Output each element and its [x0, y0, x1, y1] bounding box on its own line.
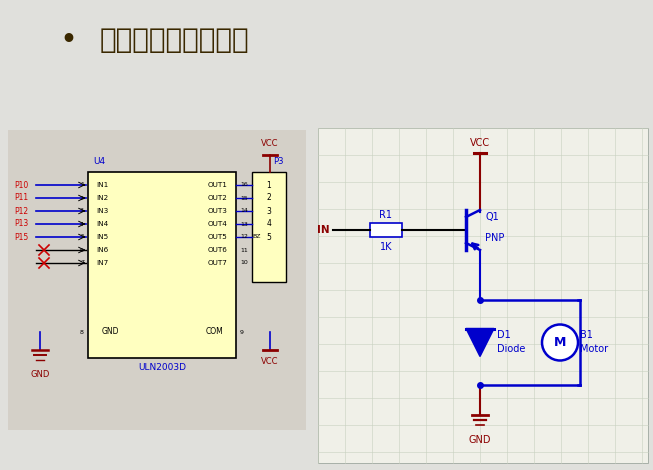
Text: IN: IN [317, 225, 330, 235]
Text: 1: 1 [80, 182, 84, 188]
Text: VCC: VCC [470, 138, 490, 148]
Text: 2: 2 [266, 194, 272, 203]
Text: •: • [60, 28, 76, 52]
Text: PNP: PNP [485, 233, 504, 243]
Text: IN1: IN1 [96, 182, 108, 188]
Text: 1K: 1K [380, 242, 392, 252]
Text: Motor: Motor [580, 344, 608, 353]
Text: Q1: Q1 [485, 212, 499, 222]
Bar [8, 130, 306, 430]
Text: IN2: IN2 [96, 195, 108, 201]
Text: P12: P12 [14, 206, 28, 216]
Circle shape [542, 324, 578, 360]
Text: BZ: BZ [252, 235, 261, 240]
Text: R1: R1 [379, 210, 392, 220]
Text: 8: 8 [80, 329, 84, 335]
Text: B1: B1 [580, 330, 593, 340]
Text: M: M [554, 336, 566, 349]
Text: 5: 5 [80, 235, 84, 240]
Text: IN6: IN6 [96, 247, 108, 253]
Text: Diode: Diode [497, 344, 526, 353]
Text: GND: GND [101, 328, 119, 337]
Text: P15: P15 [14, 233, 28, 242]
Text: IN7: IN7 [96, 260, 108, 266]
Text: 3: 3 [266, 206, 272, 216]
Text: OUT3: OUT3 [208, 208, 228, 214]
Text: IN4: IN4 [96, 221, 108, 227]
Text: P10: P10 [14, 180, 28, 189]
Bar [370, 223, 402, 237]
Text: OUT6: OUT6 [208, 247, 228, 253]
Text: 9: 9 [240, 329, 244, 335]
Text: OUT1: OUT1 [208, 182, 228, 188]
Text: 4: 4 [266, 219, 272, 228]
Text: OUT2: OUT2 [208, 195, 228, 201]
Text: ULN2003D: ULN2003D [138, 363, 186, 373]
Text: VCC: VCC [261, 357, 279, 366]
Text: 大功率器件直接驱动: 大功率器件直接驱动 [100, 26, 249, 54]
Text: 14: 14 [240, 209, 248, 213]
Text: OUT5: OUT5 [208, 234, 228, 240]
Bar [88, 172, 236, 358]
Text: GND: GND [30, 370, 50, 379]
Text: 13: 13 [240, 221, 248, 227]
Text: 3: 3 [80, 209, 84, 213]
Text: 2: 2 [80, 196, 84, 201]
Text: U4: U4 [93, 157, 105, 166]
Bar [318, 128, 648, 463]
Text: OUT7: OUT7 [208, 260, 228, 266]
Text: VCC: VCC [261, 139, 279, 148]
Text: 11: 11 [240, 248, 247, 252]
Text: GND: GND [469, 435, 491, 445]
Text: OUT4: OUT4 [208, 221, 228, 227]
Text: 12: 12 [240, 235, 248, 240]
Text: 6: 6 [80, 248, 84, 252]
Text: P3: P3 [274, 157, 284, 166]
Bar [252, 172, 286, 282]
Text: 16: 16 [240, 182, 247, 188]
Text: IN5: IN5 [96, 234, 108, 240]
Text: 5: 5 [266, 233, 272, 242]
Text: 10: 10 [240, 260, 247, 266]
Text: P13: P13 [14, 219, 28, 228]
Text: P11: P11 [14, 194, 28, 203]
Text: D1: D1 [497, 329, 511, 339]
Text: 4: 4 [80, 221, 84, 227]
Text: 1: 1 [266, 180, 272, 189]
Text: 7: 7 [80, 260, 84, 266]
Text: 15: 15 [240, 196, 247, 201]
Text: IN3: IN3 [96, 208, 108, 214]
Text: COM: COM [205, 328, 223, 337]
Polygon shape [466, 329, 494, 357]
